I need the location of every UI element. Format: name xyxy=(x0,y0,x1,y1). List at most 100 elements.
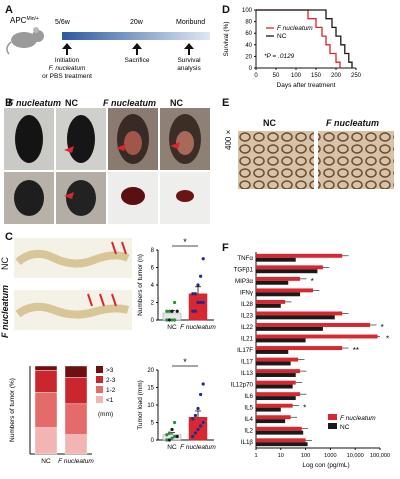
timeline-end-label: Moribund xyxy=(176,19,205,26)
cytokine-category-label: IL1β xyxy=(241,439,254,446)
tumor-size-segment xyxy=(64,377,88,405)
tumor-size-x-tick-label: F nucleatum xyxy=(58,458,94,465)
tumor-load-sig-star: * xyxy=(183,357,187,367)
tumor-number-chart: 0 2 4 6 8 Numbers of tumor (n) NC F nucleatum * xyxy=(137,237,216,331)
cytokine-bar-treated xyxy=(256,392,301,397)
panel-b-header-4: NC xyxy=(170,98,183,108)
tumor-number-point xyxy=(167,318,171,322)
tumor-number-point xyxy=(199,300,203,305)
timeline-mid-label: 20w xyxy=(130,19,144,26)
tumor-size-legend-swatch xyxy=(96,386,103,393)
cytokine-bar-treated xyxy=(256,357,299,362)
tumor-number-y-tick-label: 0 xyxy=(151,318,155,324)
tumor-size-y-label: Numbers of tumor (%) xyxy=(9,378,16,442)
tumor-load-point xyxy=(191,434,195,439)
cytokine-bar-nc xyxy=(256,430,304,435)
cytokine-category-label: MIP3α xyxy=(235,278,253,285)
survival-line-nc xyxy=(256,9,353,68)
survival-x-tick-label: 0 xyxy=(254,73,258,79)
panel-b-photos xyxy=(4,108,210,224)
tumor-size-segment xyxy=(34,392,58,428)
tumor-load-point xyxy=(170,427,174,432)
tumor-load-point xyxy=(201,382,205,386)
tumor-load-point xyxy=(201,420,205,425)
cytokine-chart: 1 10 100 1000 10,000 100,000 Log con (pg/mL) TN… xyxy=(231,252,390,469)
photo-mouse-treated-open xyxy=(108,108,158,170)
tumor-number-y-tick-label: 4 xyxy=(151,283,155,289)
cytokine-bar-nc xyxy=(256,407,281,412)
tumor-load-point xyxy=(167,438,171,442)
survival-y-tick-label: 100 xyxy=(242,8,253,14)
cytokine-x-tick-label: 10 xyxy=(278,453,284,459)
timeline-bar xyxy=(62,32,210,40)
survival-label: Survival xyxy=(177,57,201,64)
survival-legend-label: NC xyxy=(277,33,287,40)
tumor-number-x-tick-label: F nucleatum xyxy=(180,324,216,331)
tumor-load-point xyxy=(173,434,177,439)
cytokine-bar-treated xyxy=(256,253,343,258)
panel-f-letter: F xyxy=(222,242,229,254)
cytokine-category-label: IL12p70 xyxy=(231,382,254,389)
cytokine-category-label: IL5 xyxy=(244,405,253,412)
cytokine-legend-swatch xyxy=(328,414,337,420)
survival-line-treated xyxy=(256,9,341,68)
survival-x-tick-label: 100 xyxy=(291,73,302,79)
panel-d-letter: D xyxy=(222,4,230,16)
tumor-number-y-tick-label: 2 xyxy=(151,301,155,307)
histology-nc-image xyxy=(238,131,314,189)
cytokine-bar-treated xyxy=(256,311,343,316)
tumor-size-legend-label: 1-2 xyxy=(106,387,116,394)
cytokine-sig-star: ** xyxy=(353,346,359,355)
survival-y-tick-label: 0 xyxy=(249,66,253,72)
tumor-number-point xyxy=(165,318,169,322)
panel-a-timeline: APCMin/+ 5/6w 20w Moribund Initiation F.… xyxy=(6,16,210,80)
initiation-agent-label: F. nucleatum xyxy=(49,65,86,72)
cytokine-sig-star: * xyxy=(311,277,314,286)
cytokine-bar-nc xyxy=(256,280,289,285)
colon-photo-treated xyxy=(14,290,132,330)
tumor-load-y-tick-label: 20 xyxy=(147,368,154,374)
tumor-size-legend-label: 2-3 xyxy=(106,377,116,384)
cytokine-bar-nc xyxy=(256,442,308,447)
timeline-start-label: 5/6w xyxy=(55,19,71,26)
tumor-number-point xyxy=(175,309,179,313)
survival-x-tick-label: 150 xyxy=(311,73,322,79)
tumor-load-point xyxy=(170,436,174,440)
tumor-load-point xyxy=(196,427,200,432)
tumor-load-point xyxy=(167,431,171,435)
cytokine-bar-nc xyxy=(256,326,323,331)
tumor-number-point xyxy=(191,292,195,296)
cytokine-category-label: TNFα xyxy=(237,255,253,262)
cytokine-x-tick-label: 100 xyxy=(301,453,310,459)
tumor-number-bar-treated xyxy=(188,293,208,321)
survival-y-tick-label: 20 xyxy=(245,54,252,60)
cytokine-bar-treated xyxy=(256,265,323,270)
panel-c-treated-label: F nucleatum xyxy=(0,284,10,338)
tumor-size-chart: Numbers of tumor (%) NC F nucleatum >3 2-3 1-… xyxy=(9,365,116,465)
tumor-number-point xyxy=(170,309,174,313)
tumor-number-y-label: Numbers of tumor (n) xyxy=(137,254,144,316)
survival-x-tick-label: 250 xyxy=(351,73,362,79)
photo-mouse-nc-open xyxy=(160,108,210,170)
survival-x-tick-label: 200 xyxy=(331,73,342,79)
cytokine-bar-treated xyxy=(256,276,301,281)
cytokine-category-label: IL21 xyxy=(241,335,254,342)
cytokine-bar-nc xyxy=(256,338,306,343)
tumor-number-y-tick-label: 8 xyxy=(151,248,155,254)
tumor-number-point xyxy=(201,300,205,305)
cytokine-sig-star: * xyxy=(386,334,389,343)
panel-e-nc-label: NC xyxy=(263,118,276,128)
tumor-load-point xyxy=(165,438,169,442)
tumor-size-segment xyxy=(34,370,58,393)
cytokine-category-label: IL17F xyxy=(237,347,253,354)
cytokine-category-label: IL17 xyxy=(241,359,254,366)
initiation-pbs-label: or PBS treatment xyxy=(42,73,92,80)
mouse-strain-label: APCMin/+ xyxy=(10,16,39,25)
survival-analysis-label: analysis xyxy=(177,65,201,72)
panel-e-letter: E xyxy=(222,97,230,109)
cytokine-category-label: TGFβ1 xyxy=(234,266,254,273)
panel-b-header-1: F nucleatum xyxy=(8,98,62,108)
tumor-number-point xyxy=(191,309,195,313)
cytokine-bar-treated xyxy=(256,426,302,431)
